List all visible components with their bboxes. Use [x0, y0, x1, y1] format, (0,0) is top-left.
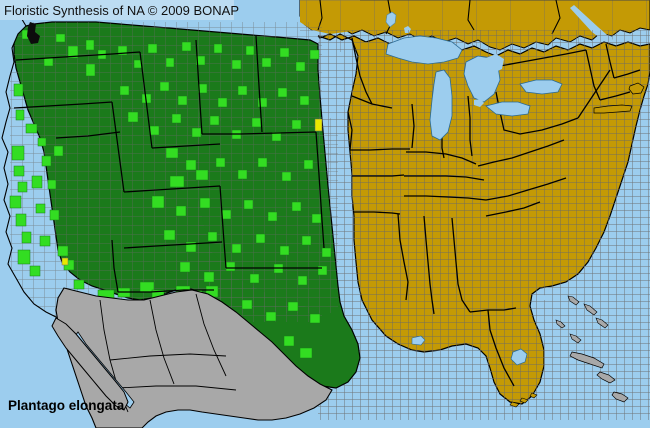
coastline-west	[1, 0, 69, 327]
lake-nipigon	[385, 11, 397, 28]
lake-ontario	[519, 79, 563, 95]
lake-okeechobee	[510, 348, 528, 366]
florida-keys	[509, 392, 538, 408]
species-name-label: Plantago elongata	[8, 398, 125, 413]
mexico-state-borders	[99, 293, 237, 413]
region-mexico-nodata	[51, 287, 629, 428]
georgian-bay	[486, 54, 504, 73]
pacific-coast	[0, 0, 69, 392]
title-banner: Floristic Synthesis of NA © 2009 BONAP	[0, 0, 239, 20]
baja-california	[51, 317, 129, 411]
title-text: Floristic Synthesis of NA © 2009 BONAP	[4, 2, 240, 18]
puget-sound	[27, 22, 40, 44]
caribbean-islands	[569, 351, 629, 403]
pacific-ocean-west	[0, 0, 68, 392]
rare-county-markers	[61, 118, 323, 266]
us-west-state-borders	[13, 35, 325, 293]
region-us-west-present	[9, 21, 361, 389]
great-salt-like-small	[539, 295, 547, 301]
northeast-coast-detail	[593, 82, 645, 114]
bahamas	[555, 295, 609, 344]
lake-st-clair	[474, 99, 484, 107]
rare-marker-iowa	[314, 118, 323, 132]
rare-marker-west	[61, 257, 69, 266]
lake-pontchartrain	[411, 335, 426, 346]
lake-michigan	[429, 69, 453, 141]
lake-superior	[385, 35, 463, 65]
lake-erie	[485, 101, 531, 117]
great-lakes	[385, 35, 563, 141]
